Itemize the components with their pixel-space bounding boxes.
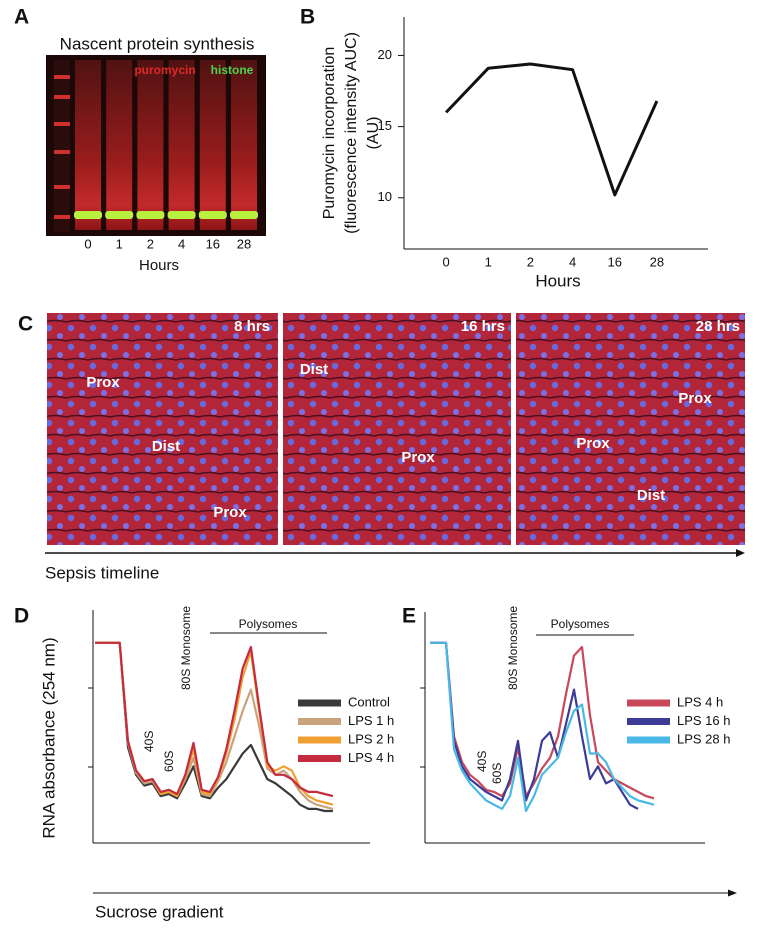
x-tick-label: 0 — [442, 254, 449, 269]
lane — [168, 60, 195, 230]
time-label: 16 hrs — [461, 318, 505, 335]
legend-label: LPS 4 h — [677, 694, 723, 709]
marker-band — [54, 185, 70, 189]
arrow-head — [736, 549, 745, 557]
x-tick-label: 28 — [650, 254, 664, 269]
panels-d-e: D E — [14, 605, 737, 897]
lane — [106, 60, 133, 230]
annotation: 40S — [142, 731, 156, 752]
histone-band — [198, 211, 227, 219]
arrow-head — [728, 889, 737, 897]
histone-band — [167, 211, 196, 219]
lane-label: 28 — [237, 236, 251, 251]
micrograph — [283, 313, 511, 545]
region-label: Prox — [213, 504, 247, 521]
annotation: 60S — [490, 763, 504, 784]
lane-label: 1 — [116, 236, 123, 251]
data-line — [95, 641, 334, 798]
legend-label: LPS 1 h — [348, 713, 394, 728]
lane — [137, 60, 164, 230]
panel-a: A Nascent protein synthesis puromycin hi… — [14, 6, 266, 274]
micrograph — [516, 313, 745, 545]
timeline-label: Sepsis timeline — [45, 563, 159, 582]
x-tick-label: 1 — [485, 254, 492, 269]
x-axis-label: Hours — [535, 271, 580, 290]
x-tick-label: 16 — [608, 254, 622, 269]
annotation: Polysomes — [551, 617, 610, 631]
lane-label: 0 — [84, 236, 91, 251]
y-axis-label: Puromycin incorporation — [321, 47, 338, 220]
region-label: Dist — [152, 438, 180, 455]
annotation: 60S — [162, 751, 176, 772]
time-label: 28 hrs — [696, 318, 740, 335]
channel-label: histone — [211, 63, 254, 77]
histone-band — [136, 211, 165, 219]
gel-title: Nascent protein synthesis — [60, 34, 255, 53]
lane-label: 4 — [178, 236, 185, 251]
x-tick-label: 2 — [527, 254, 534, 269]
data-line — [95, 641, 334, 806]
region-label: Prox — [678, 390, 712, 407]
annotation: 80S Monosome — [179, 606, 193, 690]
panel-c: C 8 hrs Prox Dist Prox 16 hrs Dist Prox … — [18, 313, 745, 582]
histone-band — [74, 211, 102, 219]
region-label: Dist — [637, 487, 665, 504]
marker-lane — [54, 60, 70, 232]
data-line — [445, 62, 659, 197]
histone-band — [230, 211, 258, 219]
x-axis-label: Sucrose gradient — [95, 902, 224, 921]
marker-band — [54, 215, 70, 219]
marker-band — [54, 122, 70, 126]
x-tick-label: 4 — [569, 254, 576, 269]
legend-label: LPS 16 h — [677, 713, 731, 728]
panel-label: C — [18, 313, 33, 336]
data-line — [430, 641, 655, 813]
y-axis-label: (AU) — [365, 117, 382, 150]
data-line — [430, 641, 639, 810]
lane — [199, 60, 226, 230]
panel-label: B — [300, 6, 315, 29]
panel-label: A — [14, 6, 29, 29]
legend-label: LPS 28 h — [677, 731, 731, 746]
lane-label: 16 — [206, 236, 220, 251]
y-axis-label: (fluorescence intensity AUC) — [343, 32, 360, 234]
channel-label: puromycin — [134, 63, 195, 77]
lane — [231, 60, 257, 230]
lane-label: 2 — [147, 236, 154, 251]
annotation: Polysomes — [239, 617, 298, 631]
marker-band — [54, 150, 70, 154]
lane — [75, 60, 101, 230]
legend-label: LPS 2 h — [348, 731, 394, 746]
region-label: Prox — [401, 449, 435, 466]
micrograph — [47, 313, 278, 545]
panel-label: D — [14, 605, 29, 628]
panel-b: B — [300, 6, 315, 29]
x-axis-label: Hours — [139, 257, 179, 274]
marker-band — [54, 95, 70, 99]
y-tick-label: 20 — [378, 47, 392, 62]
legend-label: Control — [348, 694, 390, 709]
legend-label: LPS 4 h — [348, 750, 394, 765]
annotation: 80S Monosome — [506, 606, 520, 690]
marker-band — [54, 75, 70, 79]
y-axis-label: RNA absorbance (254 nm) — [39, 637, 58, 838]
histone-band — [105, 211, 134, 219]
y-tick-label: 15 — [378, 118, 392, 133]
region-label: Prox — [86, 374, 120, 391]
region-label: Prox — [576, 435, 610, 452]
time-label: 8 hrs — [234, 318, 270, 335]
y-tick-label: 10 — [378, 189, 392, 204]
annotation: 40S — [475, 751, 489, 772]
region-label: Dist — [300, 361, 328, 378]
panel-label: E — [402, 605, 416, 628]
